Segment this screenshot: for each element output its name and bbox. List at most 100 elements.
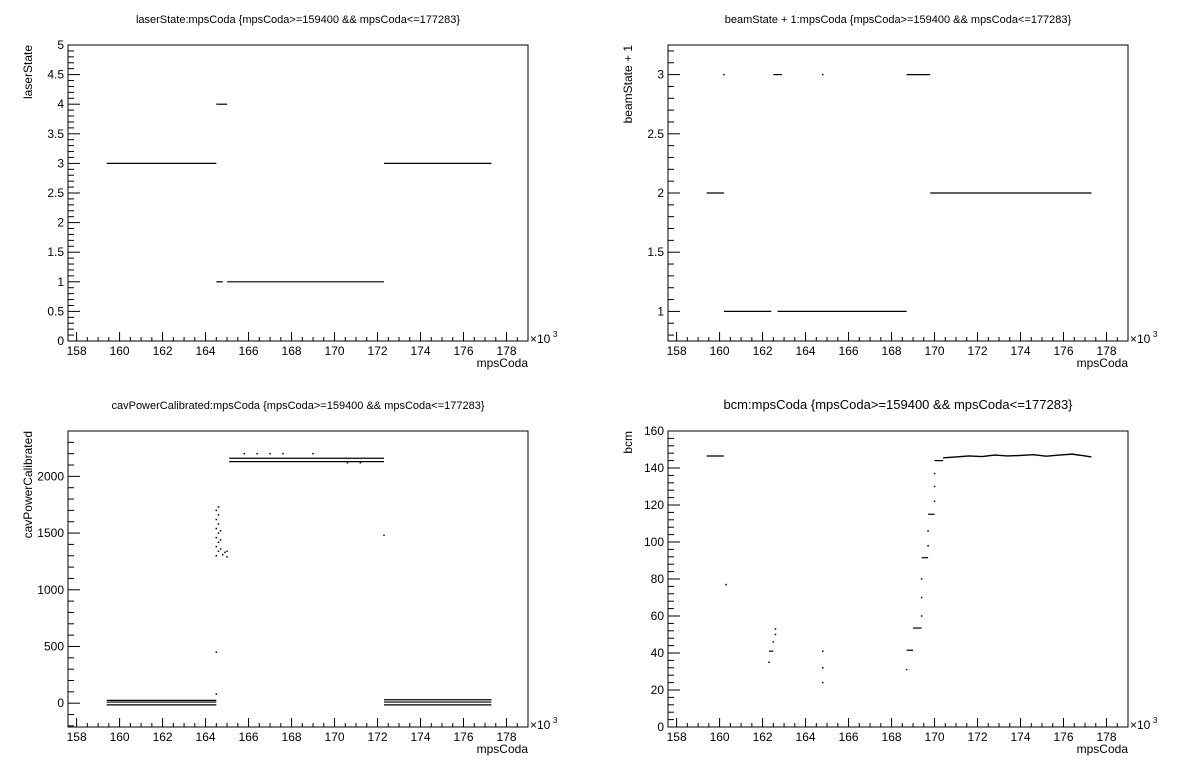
- x-tick-label: 162: [753, 344, 773, 358]
- x-tick-label: 162: [153, 344, 173, 358]
- data-point: [226, 550, 228, 552]
- y-tick-label: 3: [57, 156, 64, 170]
- data-point: [217, 550, 220, 552]
- y-tick-label: 160: [644, 424, 664, 438]
- x-tick-label: 168: [882, 344, 902, 358]
- x-tick-label: 164: [796, 344, 816, 358]
- data-point: [768, 661, 770, 663]
- y-tick-label: 3: [657, 68, 664, 82]
- y-tick-label: 1.5: [647, 245, 664, 259]
- data-point: [256, 452, 258, 455]
- y-tick-label: 5: [57, 38, 64, 52]
- data-point: [219, 539, 222, 541]
- data-point: [359, 462, 362, 464]
- x-tick-label: 178: [496, 344, 516, 358]
- x-tick-label: 176: [1053, 344, 1073, 358]
- data-point: [905, 668, 908, 671]
- data-point: [222, 553, 224, 556]
- y-axis-title: cavPowerCalibrated: [21, 431, 35, 538]
- data-point: [725, 583, 727, 586]
- y-tick-label: 1500: [37, 526, 64, 540]
- data-point: [226, 556, 228, 558]
- chart-title: beamState + 1:mpsCoda {mpsCoda>=159400 &…: [725, 14, 1072, 26]
- x-tick-label: 174: [1011, 730, 1031, 744]
- data-point: [927, 530, 929, 532]
- data-point: [822, 73, 824, 76]
- x-tick-label: 164: [796, 730, 816, 744]
- x-tick-label: 162: [753, 730, 773, 744]
- x-exponent-label: ×10: [530, 332, 551, 346]
- data-point: [217, 523, 220, 525]
- data-point: [219, 548, 222, 550]
- x-tick-label: 160: [710, 344, 730, 358]
- y-axis-title: bcm: [621, 431, 635, 454]
- y-tick-label: 100: [644, 535, 664, 549]
- x-exponent-label: ×10: [1130, 718, 1151, 732]
- data-point: [215, 555, 218, 557]
- x-tick-label: 162: [153, 730, 173, 744]
- y-tick-label: 0: [57, 334, 64, 348]
- x-tick-label: 166: [239, 344, 259, 358]
- panel-beamstate: beamState + 1:mpsCoda {mpsCoda>=159400 &…: [621, 14, 1158, 370]
- data-point: [312, 452, 314, 455]
- x-tick-label: 160: [110, 730, 130, 744]
- chart-title: laserState:mpsCoda {mpsCoda>=159400 && m…: [136, 14, 460, 26]
- data-point: [219, 530, 222, 532]
- y-tick-label: 1.5: [47, 245, 64, 259]
- x-tick-label: 158: [667, 730, 687, 744]
- x-tick-label: 172: [968, 730, 988, 744]
- x-tick-label: 164: [196, 730, 216, 744]
- y-tick-label: 120: [644, 498, 664, 512]
- data-point: [215, 545, 218, 548]
- x-axis-title: mpsCoda: [477, 742, 529, 756]
- x-tick-label: 174: [1011, 344, 1031, 358]
- y-tick-label: 500: [44, 639, 64, 653]
- x-tick-label: 168: [882, 730, 902, 744]
- data-point: [822, 650, 824, 652]
- x-tick-label: 176: [453, 730, 473, 744]
- plot-frame: [67, 44, 529, 342]
- plot-frame: [667, 430, 1129, 728]
- y-tick-label: 0.5: [47, 304, 64, 318]
- x-tick-label: 166: [839, 344, 859, 358]
- data-point: [920, 615, 923, 617]
- x-tick-label: 158: [667, 344, 687, 358]
- y-tick-label: 4: [57, 97, 64, 111]
- data-point: [215, 536, 218, 539]
- x-tick-label: 166: [839, 730, 859, 744]
- x-tick-label: 164: [196, 344, 216, 358]
- x-exponent-power: 3: [1153, 330, 1158, 339]
- data-point: [822, 667, 824, 669]
- y-axis-title: laserState: [21, 45, 35, 99]
- y-tick-label: 0: [657, 720, 664, 734]
- data-point: [920, 596, 923, 599]
- y-tick-label: 2000: [37, 469, 64, 483]
- x-tick-label: 174: [411, 344, 431, 358]
- data-point: [723, 73, 725, 76]
- x-axis-title: mpsCoda: [477, 356, 529, 370]
- chart-title: bcm:mpsCoda {mpsCoda>=159400 && mpsCoda<…: [723, 397, 1073, 412]
- x-tick-label: 170: [925, 344, 945, 358]
- data-point: [933, 500, 936, 503]
- x-tick-label: 178: [1096, 730, 1116, 744]
- data-point: [822, 681, 824, 684]
- data-point: [217, 514, 220, 516]
- y-tick-label: 2: [657, 186, 664, 200]
- data-point: [933, 485, 936, 488]
- data-point: [243, 452, 246, 455]
- x-axis-title: mpsCoda: [1077, 356, 1129, 370]
- data-point: [217, 506, 220, 508]
- x-tick-label: 178: [496, 730, 516, 744]
- x-tick-label: 158: [67, 344, 87, 358]
- x-tick-label: 168: [282, 730, 302, 744]
- y-axis-title: beamState + 1: [621, 45, 635, 124]
- data-point: [269, 452, 271, 455]
- data-point: [217, 541, 220, 543]
- data-point: [927, 544, 929, 547]
- plot-frame: [67, 430, 529, 728]
- x-tick-label: 158: [67, 730, 87, 744]
- x-exponent-label: ×10: [530, 718, 551, 732]
- data-point: [774, 633, 777, 636]
- panel-laserstate: laserState:mpsCoda {mpsCoda>=159400 && m…: [21, 14, 558, 370]
